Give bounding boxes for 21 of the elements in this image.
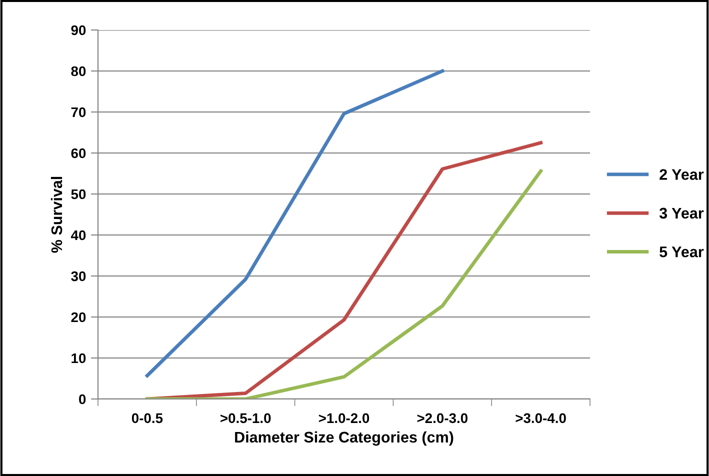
y-tick-label: 10 <box>72 353 86 364</box>
y-tick-label: 70 <box>71 107 86 118</box>
x-tick-label: >1.0-2.0 <box>318 413 370 424</box>
y-tick-label: 60 <box>71 148 86 158</box>
x-tick-label: >3.0-4.0 <box>516 413 566 424</box>
x-tick-label: 0-0.5 <box>132 413 163 424</box>
y-tick-label: 50 <box>71 189 86 200</box>
x-tick-label: >2.0-3.0 <box>417 413 468 424</box>
legend-label: 5 Year <box>660 246 704 258</box>
x-tick-label: >0.5-1.0 <box>220 413 271 424</box>
legend-label: 3 Year <box>659 208 704 219</box>
x-axis-title: Diameter Size Categories (cm) <box>235 431 454 446</box>
y-tick-label: 90 <box>71 25 86 36</box>
y-tick-label: 0 <box>79 394 86 404</box>
legend-label: 2 Year <box>660 169 704 180</box>
y-tick-label: 40 <box>70 230 86 240</box>
y-axis-title: % Survival <box>50 176 62 253</box>
line-series <box>145 69 444 378</box>
y-tick-label: 20 <box>71 312 86 322</box>
y-tick-label: 80 <box>71 66 86 76</box>
y-tick-label: 30 <box>71 271 86 282</box>
